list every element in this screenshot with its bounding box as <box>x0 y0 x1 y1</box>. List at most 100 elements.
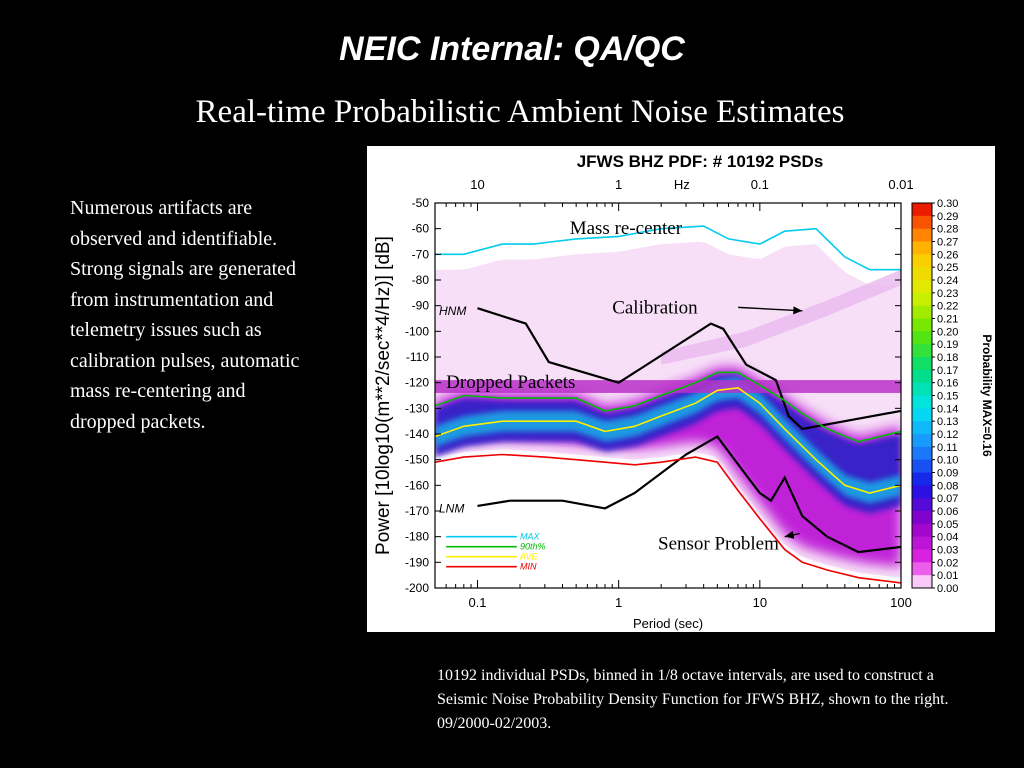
colorbar-cell <box>912 459 932 473</box>
colorbar-tick-label: 0.24 <box>937 275 958 287</box>
colorbar-cell <box>912 536 932 550</box>
y-tick-label: -200 <box>405 581 429 595</box>
slide-subtitle: Real-time Probabilistic Ambient Noise Es… <box>195 94 845 130</box>
probability-density <box>435 241 901 578</box>
colorbar-tick-label: 0.01 <box>937 570 958 582</box>
chart-lines <box>435 225 901 584</box>
colorbar-cell <box>912 523 932 538</box>
colorbar-cell <box>912 292 932 307</box>
legend-label-min: MIN <box>520 562 537 572</box>
colorbar-cell <box>912 280 932 294</box>
colorbar-tick-label: 0.11 <box>937 442 958 454</box>
colorbar-tick-label: 0.05 <box>937 519 958 531</box>
chart-title: JFWS BHZ PDF: # 10192 PSDs <box>577 152 824 171</box>
y-tick-label: -190 <box>405 555 429 569</box>
colorbar-tick-label: 0.26 <box>937 249 958 261</box>
colorbar-cell <box>912 434 932 448</box>
y-tick-label: -60 <box>412 222 430 236</box>
colorbar-cell <box>912 562 932 576</box>
colorbar-cell <box>912 203 932 217</box>
y-tick-label: -170 <box>405 504 429 518</box>
chart-caption: 10192 individual PSDs, binned in 1/8 oct… <box>437 667 949 732</box>
annotation-arrow-line <box>738 306 803 312</box>
series-line-ave <box>435 386 901 494</box>
y-tick-label: -140 <box>405 427 429 441</box>
colorbar-tick-label: 0.18 <box>937 352 958 364</box>
colorbar-cell <box>912 549 932 563</box>
colorbar-tick-label: 0.00 <box>937 583 958 595</box>
y-tick-label: -50 <box>412 196 430 210</box>
pdf-chart: -50 -60 -70 -80 -90 -100 -110 -120 -130 -140 -150 -… <box>373 152 994 631</box>
colorbar-cell <box>912 382 932 396</box>
colorbar-cell <box>912 331 932 345</box>
density-blue-band <box>435 375 901 514</box>
colorbar-cell <box>912 241 932 255</box>
y-tick-label: -160 <box>405 478 429 492</box>
colorbar-tick-label: 0.27 <box>937 237 958 249</box>
top-tick-label: 1 <box>615 177 622 192</box>
annotation-arrow-head <box>784 530 795 539</box>
chart-axes: -50 -60 -70 -80 -90 -100 -110 -120 -130 -140 -150 -… <box>373 177 914 631</box>
colorbar-tick-label: 0.07 <box>937 493 958 505</box>
plot-frame <box>434 202 902 589</box>
colorbar-cell <box>912 408 932 422</box>
colorbar-tick-label: 0.14 <box>937 403 958 415</box>
colorbar-label: Probability MAX=0.16 <box>980 334 994 457</box>
colorbar-tick-label: 0.16 <box>937 378 958 390</box>
top-tick-label: 0.01 <box>888 177 913 192</box>
colorbar-cell <box>912 357 932 371</box>
series-line-min <box>435 453 901 584</box>
y-tick-label: -110 <box>406 350 429 364</box>
y-tick-label: -70 <box>412 247 430 261</box>
y-tick-label: -150 <box>405 453 429 467</box>
slide-title: NEIC Internal: QA/QC <box>339 30 685 68</box>
colorbar-cell <box>912 472 932 486</box>
colorbar-tick-label: 0.25 <box>937 262 958 274</box>
model-label-hnm: HNM <box>439 304 466 318</box>
colorbar-tick-label: 0.21 <box>937 314 958 326</box>
left-text-block: Numerous artifacts are observed and iden… <box>70 193 300 437</box>
x-tick-label: 1 <box>615 595 622 610</box>
annotation-sensor-problem: Sensor Problem <box>658 534 779 555</box>
chart-annotations: Mass re-center Calibration Dropped Packets… <box>446 218 803 555</box>
colorbar-tick-label: 0.09 <box>937 468 958 480</box>
left-text-paragraph-1: Numerous artifacts are observed and iden… <box>70 197 278 250</box>
colorbar-cell <box>912 395 932 409</box>
colorbar-cell <box>912 254 932 268</box>
colorbar-tick-label: 0.20 <box>937 326 958 338</box>
y-tick-label: -120 <box>405 376 429 390</box>
annotation-dropped-packets: Dropped Packets <box>446 372 575 393</box>
colorbar-tick-label: 0.15 <box>937 391 958 403</box>
series-line-max <box>435 225 901 271</box>
colorbar-tick-label: 0.30 <box>937 198 958 210</box>
colorbar-tick-label: 0.28 <box>937 224 958 236</box>
colorbar-cell <box>912 369 932 384</box>
annotation-calibration: Calibration <box>612 297 698 318</box>
model-line-lnm <box>477 435 901 554</box>
colorbar-tick-label: 0.12 <box>937 429 958 441</box>
colorbar-tick-label: 0.03 <box>937 545 958 557</box>
legend-label-90th: 90th% <box>520 542 546 552</box>
colorbar-tick-label: 0.10 <box>937 455 958 467</box>
colorbar-cell <box>912 421 932 435</box>
colorbar-cell <box>912 446 932 461</box>
colorbar-cell <box>912 267 932 281</box>
y-tick-label: -90 <box>412 299 430 313</box>
x-axis-label: Period (sec) <box>633 616 703 631</box>
colorbar-cell <box>912 344 932 358</box>
annotation-arrow-head <box>793 306 803 315</box>
y-tick-label: -100 <box>405 324 429 338</box>
colorbar-cell <box>912 511 932 525</box>
x-tick-label: 100 <box>890 595 912 610</box>
density-cyan-core <box>435 377 901 504</box>
x-tick-label: 10 <box>753 595 767 610</box>
colorbar-tick-label: 0.04 <box>937 532 958 544</box>
colorbar-tick-label: 0.17 <box>937 365 958 377</box>
x-tick-label: 0.1 <box>468 595 486 610</box>
pdf-chart-panel: -50 -60 -70 -80 -90 -100 -110 -120 -130 -140 -150 -… <box>367 146 995 632</box>
colorbar-cell <box>912 498 932 512</box>
colorbar: 0.300.290.280.270.260.250.240.230.220.21… <box>911 198 994 595</box>
y-tick-label: -130 <box>405 401 429 415</box>
y-tick-label: -80 <box>412 273 430 287</box>
